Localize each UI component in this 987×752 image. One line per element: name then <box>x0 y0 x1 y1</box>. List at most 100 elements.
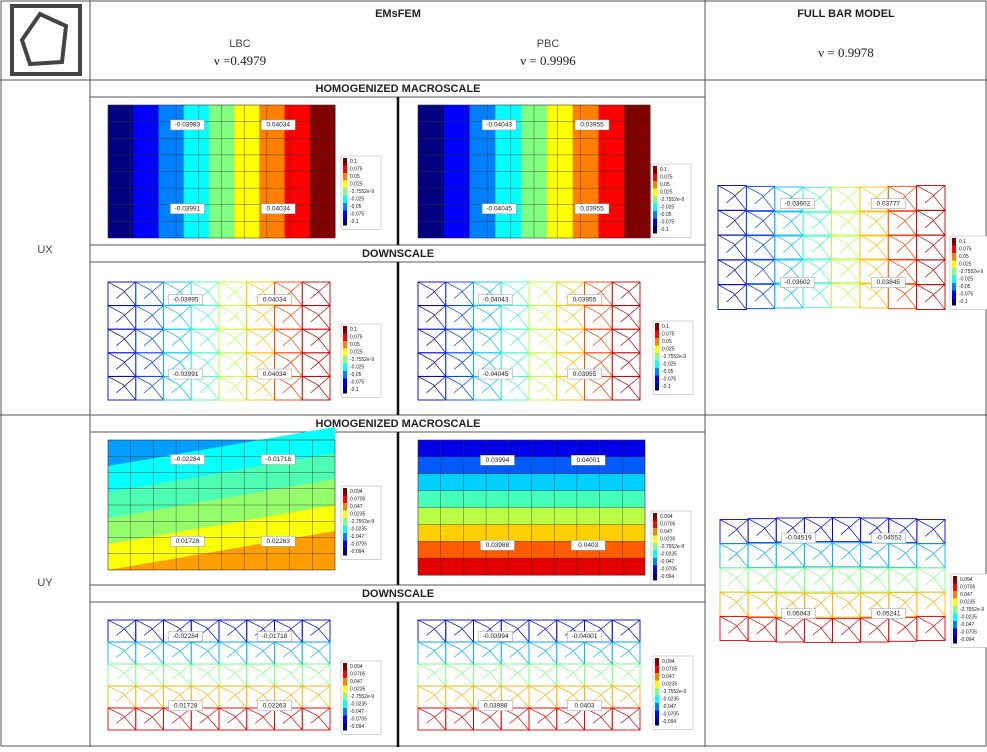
legend-label: -0.05 <box>959 284 971 290</box>
legend-swatch <box>653 173 657 181</box>
lattice-cell <box>301 707 331 731</box>
lattice-bar <box>143 352 164 370</box>
legend-label: 0.0705 <box>660 521 676 527</box>
lattice-bar <box>584 685 613 709</box>
legend-label: -0.094 <box>662 719 676 725</box>
lattice-bar <box>116 281 136 299</box>
legend-swatch <box>343 670 347 678</box>
legend-box <box>949 235 987 310</box>
lattice-bar <box>537 707 557 724</box>
lattice-bar <box>227 376 247 394</box>
lattice-bar <box>537 376 557 394</box>
lattice-bar <box>840 567 861 586</box>
legend-label: 0.1 <box>662 324 669 330</box>
lattice-bar <box>481 663 502 680</box>
lattice-bar <box>218 281 248 306</box>
lattice-bar <box>726 234 747 253</box>
lattice-bar <box>163 641 192 665</box>
lattice-bar <box>728 519 749 537</box>
legend-box <box>652 655 694 730</box>
section-title: DOWNSCALE <box>362 588 434 600</box>
legend-swatch <box>653 528 657 536</box>
lattice-bar <box>135 328 164 354</box>
lattice-bar <box>199 641 220 658</box>
lattice-bar <box>537 663 557 680</box>
legend-label: -0.075 <box>959 291 973 297</box>
lattice-bar <box>612 663 641 687</box>
lattice-bar <box>726 259 747 278</box>
contour-field <box>417 104 651 239</box>
lattice-bar <box>171 328 192 346</box>
lattice-bar <box>564 641 585 658</box>
lattice-bar <box>839 187 861 206</box>
legend-swatch <box>953 598 957 606</box>
legend-swatch <box>655 673 659 681</box>
lattice-bar <box>135 281 164 306</box>
lattice-bar <box>528 619 558 643</box>
lattice-bar <box>171 663 192 680</box>
lattice-bar <box>839 282 861 301</box>
lattice-bar <box>107 707 137 731</box>
lattice-bar <box>107 619 137 643</box>
lattice-bar <box>254 641 275 658</box>
lattice-bar <box>754 259 775 278</box>
legend-label: 0.047 <box>662 674 675 680</box>
lattice-bar <box>859 210 889 237</box>
lattice-bar <box>584 305 613 330</box>
lattice-bar <box>564 663 585 680</box>
legend-swatch <box>343 341 347 349</box>
legend-label: 0.0235 <box>350 686 366 692</box>
lattice-bar <box>831 258 861 285</box>
probe-label: 0.03994 <box>486 457 510 464</box>
lattice-bar <box>924 209 946 228</box>
probe-label: -0.04519 <box>786 535 812 542</box>
lattice-bar <box>135 641 164 665</box>
lattice-bar <box>868 234 889 253</box>
legend-label: 0.0235 <box>660 536 676 542</box>
probe-label: 0.03955 <box>573 371 597 378</box>
legend-label: -0.0705 <box>960 629 977 635</box>
probe-box <box>871 532 906 544</box>
lattice-bar <box>831 187 861 213</box>
probe-box <box>478 294 513 305</box>
lattice-bar <box>163 663 192 687</box>
lattice-bar <box>804 517 833 542</box>
lattice <box>107 281 331 401</box>
lattice-bar <box>116 619 136 636</box>
lattice-bar <box>227 663 247 680</box>
lattice-bar <box>783 258 804 277</box>
lattice-bar <box>556 663 585 687</box>
legend-swatch <box>653 550 657 558</box>
legend-label: -0.05 <box>662 369 674 375</box>
legend-label: 0.0235 <box>662 681 678 687</box>
legend-label: -0.0235 <box>660 551 677 557</box>
full-bar-title: FULL BAR MODEL <box>797 8 895 20</box>
legend-swatch <box>343 363 347 371</box>
legend-swatch <box>655 375 659 383</box>
lattice-bar <box>802 258 832 285</box>
lattice-bar <box>509 663 530 680</box>
lattice-bar <box>839 210 861 229</box>
legend-box <box>340 660 382 735</box>
lattice-bar <box>528 685 558 709</box>
lattice-bar <box>592 328 613 346</box>
lattice-bar <box>445 685 474 709</box>
lattice-bar <box>747 567 777 593</box>
lattice-bar <box>218 663 248 687</box>
lattice-bar <box>925 567 946 586</box>
legend-box <box>340 323 382 398</box>
lattice-bar <box>310 305 331 323</box>
lattice-bar <box>839 234 861 253</box>
probe-box <box>257 294 292 305</box>
legend-swatch <box>655 338 659 346</box>
legend-swatch <box>343 510 347 518</box>
lattice-bar <box>218 328 248 354</box>
probe-box <box>574 119 610 131</box>
legend-label: 0.094 <box>350 489 363 495</box>
lattice-bar <box>310 685 331 702</box>
legend-swatch <box>655 330 659 338</box>
probe-label: 0.02263 <box>267 538 291 545</box>
lattice-bar <box>171 685 192 702</box>
lattice-bar <box>501 619 530 643</box>
legend-swatch <box>653 558 657 566</box>
